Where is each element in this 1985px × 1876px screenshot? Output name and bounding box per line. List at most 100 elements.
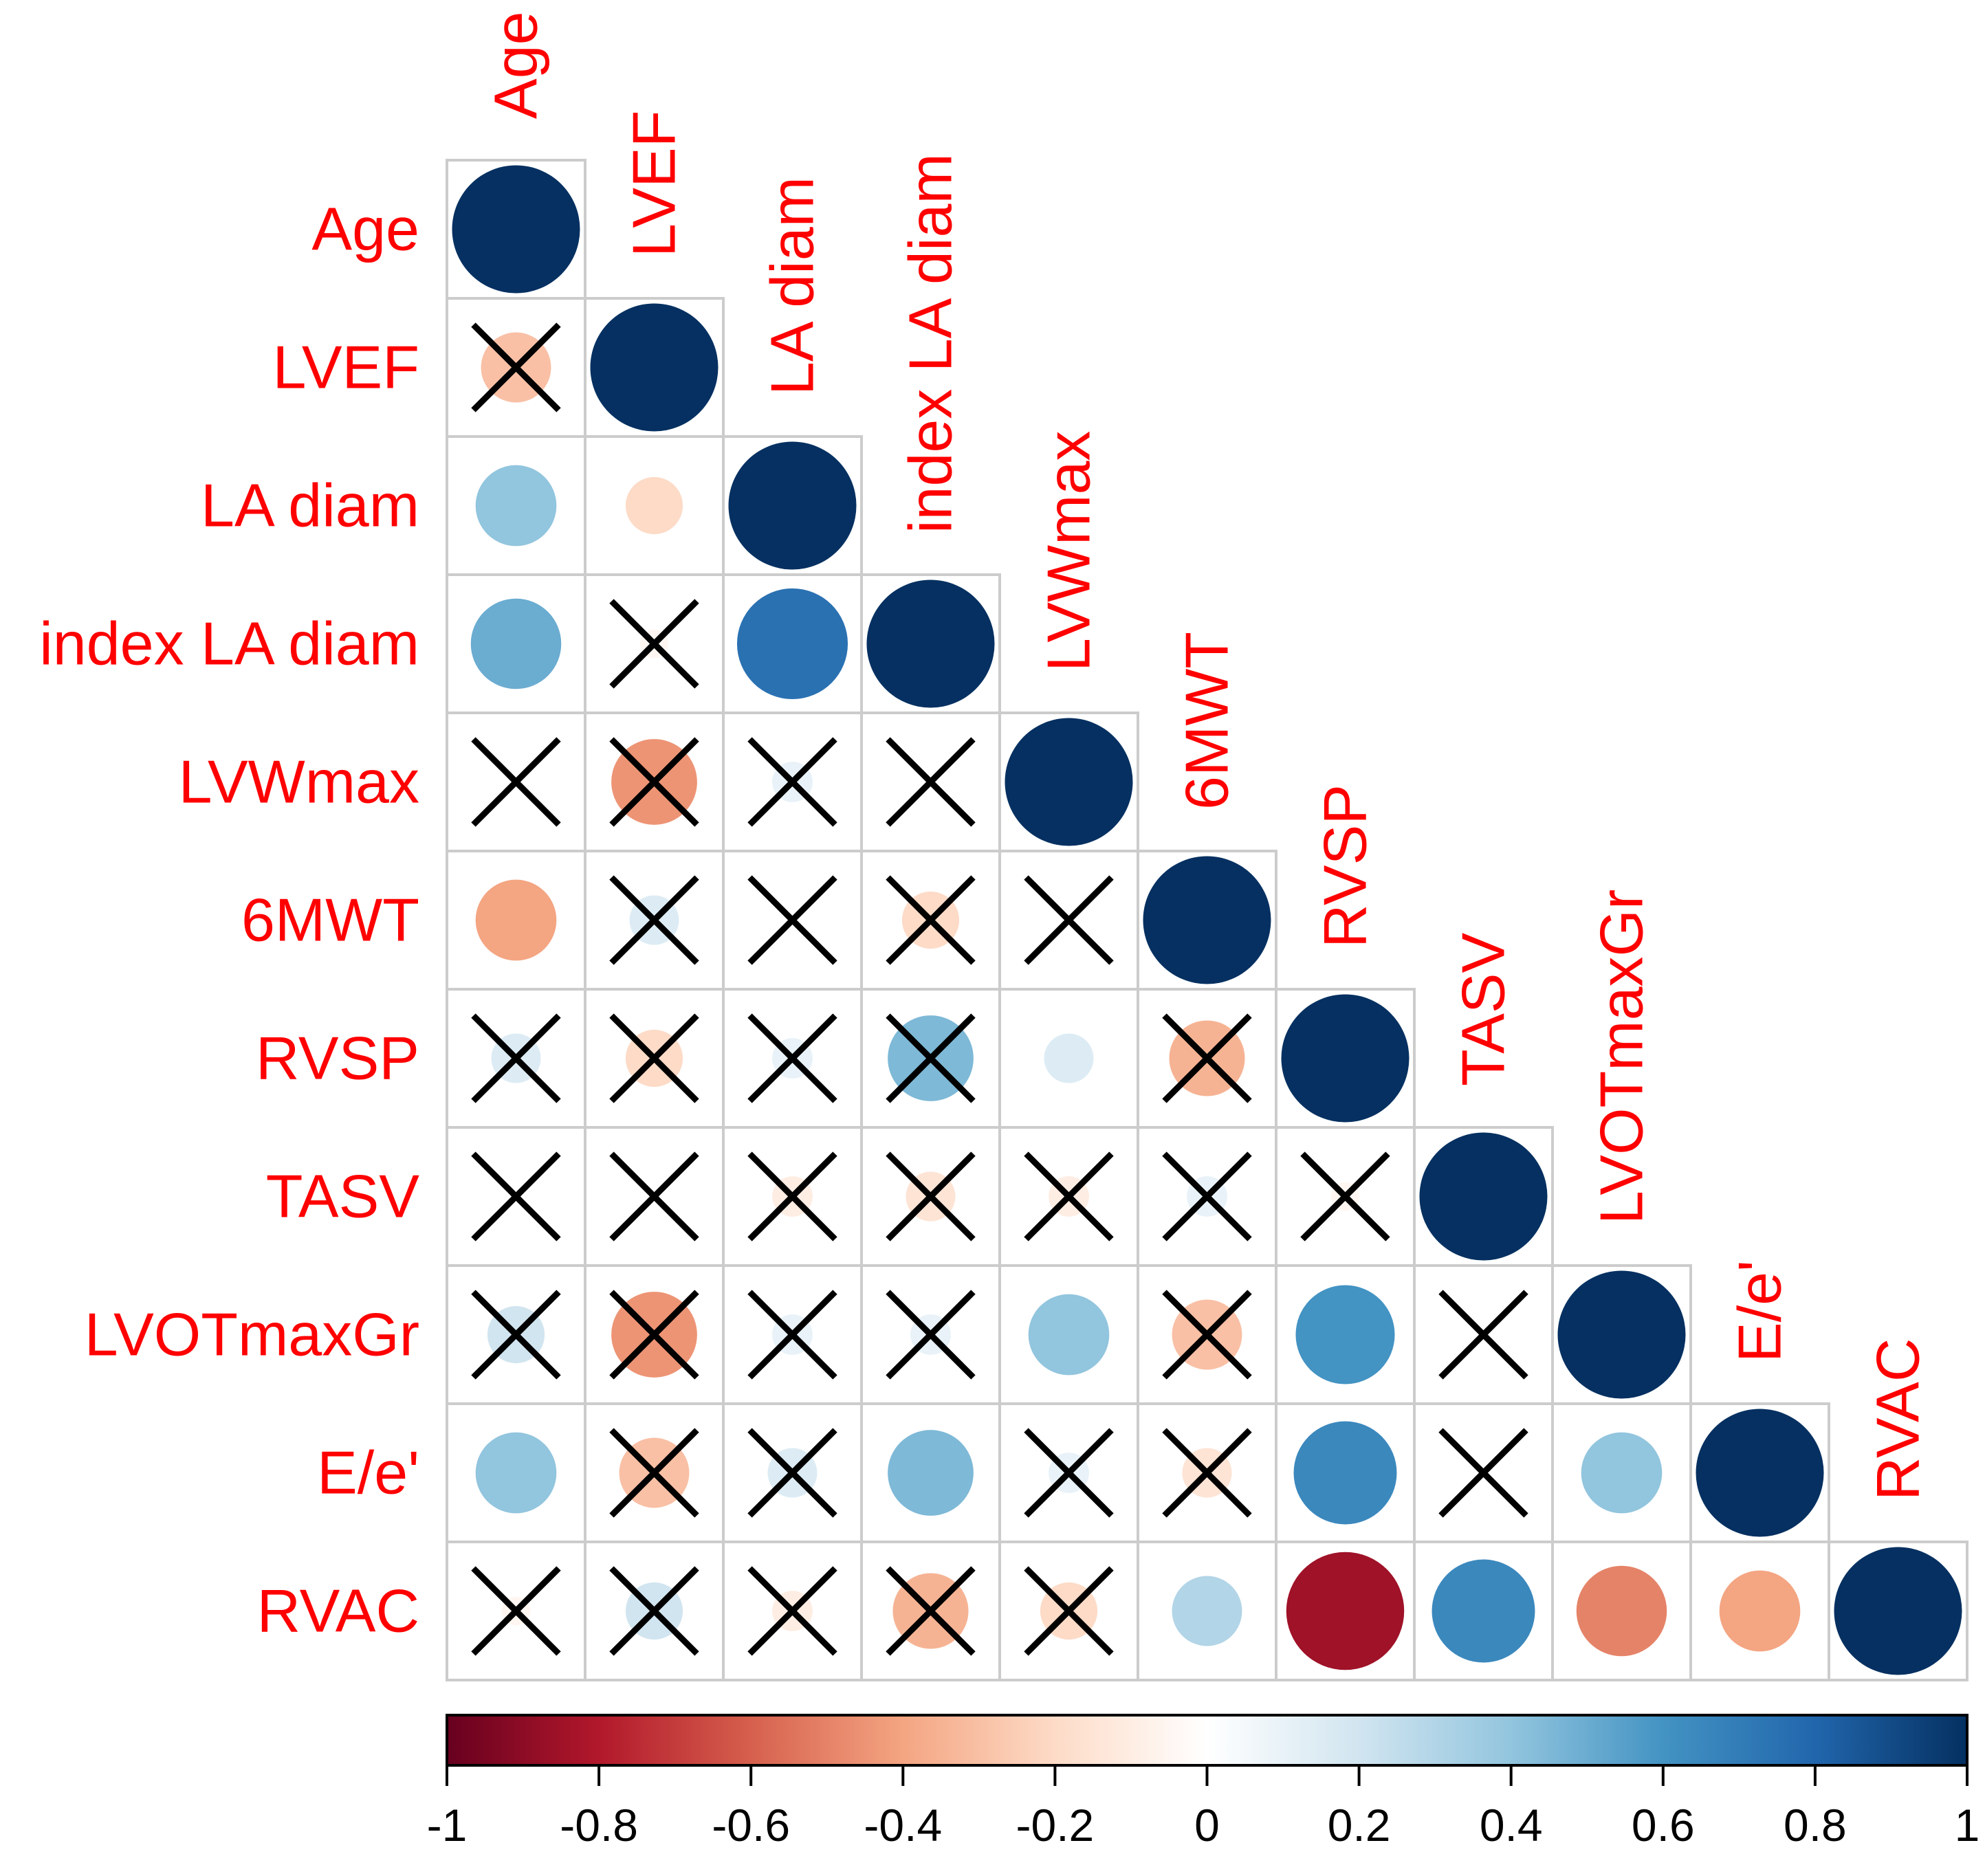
insignificant-cross — [609, 1428, 699, 1518]
insignificant-cross — [747, 1013, 837, 1103]
insignificant-cross — [1162, 1151, 1252, 1242]
cross-layer — [471, 322, 1528, 1656]
colorbar-tick-label: -0.8 — [560, 1800, 638, 1851]
insignificant-cross — [609, 599, 699, 689]
insignificant-cross — [1024, 1566, 1114, 1656]
correlation-circle — [452, 165, 580, 294]
correlation-circle — [1293, 1421, 1397, 1525]
grid-cell — [1828, 1541, 1968, 1681]
correlation-circle — [1581, 1432, 1663, 1514]
colorbar-tick-label: -0.6 — [712, 1800, 790, 1851]
column-label: LVEF — [620, 110, 688, 257]
colorbar: -1 -0.8 -0.6 -0.4 -0.2 0 0.2 0.4 0.6 0.8 1 — [427, 1714, 1979, 1851]
correlation-circle — [888, 1430, 974, 1516]
insignificant-cross — [609, 1566, 699, 1656]
insignificant-cross — [1024, 875, 1114, 965]
row-label: index LA diam — [39, 610, 419, 678]
correlation-circle — [1143, 856, 1271, 984]
insignificant-cross — [471, 737, 561, 827]
insignificant-cross — [747, 1290, 837, 1380]
label-layer: Age Age LVEF LVEF LA diam LA diam index LA dia… — [39, 11, 1931, 1644]
row-label: E/e' — [317, 1439, 419, 1507]
insignificant-cross — [471, 1290, 561, 1380]
row-label: RVAC — [257, 1577, 419, 1645]
colorbar-tick-label: 0.8 — [1784, 1800, 1847, 1851]
insignificant-cross — [747, 1566, 837, 1656]
row-label: TASV — [266, 1162, 420, 1231]
row-label: 6MWT — [241, 886, 419, 954]
row-label: RVSP — [256, 1024, 419, 1092]
column-label: LVWmax — [1035, 431, 1103, 672]
insignificant-cross — [609, 1151, 699, 1242]
insignificant-cross — [886, 1290, 976, 1380]
correlation-circle — [475, 879, 557, 961]
correlation-circle — [590, 303, 719, 432]
correlation-circle — [470, 598, 562, 689]
insignificant-cross — [747, 1151, 837, 1242]
column-label: RVSP — [1311, 784, 1379, 948]
insignificant-cross — [471, 1151, 561, 1242]
insignificant-cross — [886, 1566, 976, 1656]
correlation-circle — [1432, 1559, 1535, 1663]
column-label: E/e' — [1726, 1260, 1794, 1362]
insignificant-cross — [747, 875, 837, 965]
correlation-circle — [1005, 718, 1133, 846]
grid-layer — [446, 159, 1968, 1681]
correlation-circle — [475, 1432, 557, 1514]
colorbar-tick-label: -1 — [427, 1800, 468, 1851]
insignificant-cross — [471, 1566, 561, 1656]
insignificant-cross — [1162, 1290, 1252, 1380]
insignificant-cross — [1024, 1428, 1114, 1518]
correlation-circle — [1295, 1285, 1395, 1384]
column-label: index LA diam — [897, 153, 965, 533]
column-label: TASV — [1449, 932, 1517, 1086]
colorbar-tick-label: -0.4 — [864, 1800, 942, 1851]
insignificant-cross — [471, 1013, 561, 1103]
row-label: Age — [311, 195, 419, 263]
correlation-circle — [1044, 1033, 1094, 1083]
insignificant-cross — [609, 737, 699, 827]
correlation-circle — [1286, 1552, 1405, 1670]
insignificant-cross — [609, 1290, 699, 1380]
column-label: Age — [482, 11, 550, 119]
colorbar-tick-label: 0.6 — [1632, 1800, 1695, 1851]
correlation-circle — [1557, 1270, 1686, 1399]
column-label: LA diam — [758, 177, 826, 395]
insignificant-cross — [886, 875, 976, 965]
insignificant-cross — [1438, 1428, 1528, 1518]
insignificant-cross — [747, 737, 837, 827]
insignificant-cross — [1162, 1428, 1252, 1518]
colorbar-tick-label: 0 — [1194, 1800, 1220, 1851]
row-label: LVWmax — [179, 748, 419, 816]
correlation-circle — [1172, 1576, 1242, 1646]
row-label: LVOTmaxGr — [85, 1301, 419, 1369]
insignificant-cross — [609, 1013, 699, 1103]
correlation-circle — [1576, 1565, 1667, 1657]
correlation-circle — [728, 441, 857, 570]
insignificant-cross — [886, 737, 976, 827]
correlation-circle — [1419, 1132, 1548, 1261]
insignificant-cross — [747, 1428, 837, 1518]
insignificant-cross — [1438, 1290, 1528, 1380]
column-label: 6MWT — [1173, 632, 1241, 810]
correlation-circle — [1281, 994, 1410, 1123]
column-label: LVOTmaxGr — [1588, 890, 1656, 1224]
correlation-circle — [1028, 1294, 1110, 1376]
insignificant-cross — [886, 1013, 976, 1103]
correlation-circle — [1834, 1547, 1962, 1675]
colorbar-tick-label: -0.2 — [1016, 1800, 1095, 1851]
correlation-circle — [475, 465, 557, 547]
correlation-circle — [866, 580, 995, 708]
insignificant-cross — [471, 322, 561, 412]
correlation-circle — [736, 588, 848, 700]
colorbar-tick-label: 0.4 — [1480, 1800, 1543, 1851]
insignificant-cross — [1162, 1013, 1252, 1103]
correlation-circle — [1696, 1409, 1824, 1537]
correlation-circle — [1719, 1570, 1801, 1652]
row-label: LVEF — [272, 333, 419, 401]
insignificant-cross — [1024, 1151, 1114, 1242]
correlation-circle — [625, 476, 683, 535]
colorbar-tick-label: 0.2 — [1328, 1800, 1391, 1851]
row-label: LA diam — [201, 472, 419, 540]
